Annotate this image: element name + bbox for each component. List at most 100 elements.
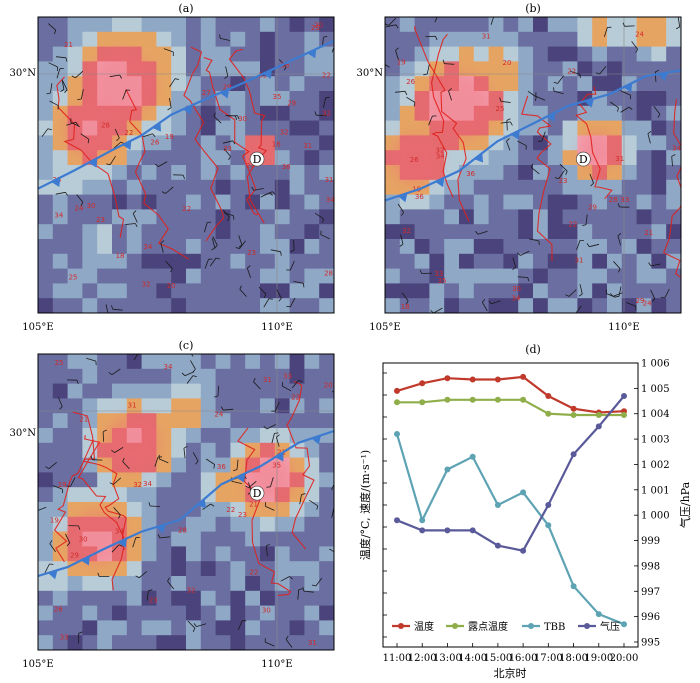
map-value-label: 24 (246, 162, 255, 170)
map-value-label: 32 (133, 481, 142, 489)
map-value-label: 24 (75, 205, 84, 213)
data-point (595, 423, 602, 430)
map-value-label: 29 (588, 204, 597, 212)
map-value-label: 33 (620, 196, 629, 204)
map-value-label: 36 (280, 62, 289, 70)
map-value-label: 33 (223, 145, 232, 153)
map-panel-c: 1921222122202519242123312628302923223034… (38, 354, 334, 650)
map-value-label: 22 (291, 394, 300, 402)
map-value-label: 23 (238, 511, 247, 519)
map-b-label: (b) (525, 2, 541, 15)
data-point (621, 393, 627, 399)
x-tick-label: 15:00 (483, 653, 512, 664)
map-value-label: 26 (410, 156, 419, 164)
front-triangle (51, 177, 61, 187)
x-tick-label: 11:00 (383, 653, 412, 664)
map-a-lon-left: 105°E (22, 322, 53, 333)
legend-label: 露点温度 (468, 620, 508, 633)
legend-marker (584, 623, 590, 629)
front-triangle (435, 177, 445, 188)
map-value-label: 19 (397, 59, 406, 67)
legend-marker (398, 623, 404, 629)
map-value-label: 32 (142, 280, 151, 288)
data-point (520, 373, 527, 380)
y-right-tick-label: 999 (641, 536, 660, 547)
map-value-label: 22 (226, 506, 235, 514)
legend-marker (452, 623, 458, 629)
map-value-label: 34 (672, 144, 681, 152)
map-c-label: (c) (179, 339, 194, 352)
data-point (419, 527, 426, 534)
data-point (469, 376, 476, 383)
map-value-label: 36 (217, 463, 226, 471)
map-value-label: 21 (64, 41, 73, 49)
map-value-label: 24 (214, 410, 223, 418)
data-point (595, 611, 602, 618)
y-left-axis-title: 温度/°C, 速度/(m·s⁻¹) (358, 450, 372, 560)
data-point (394, 399, 400, 406)
map-a-lon-right: 110°E (261, 322, 292, 333)
map-value-label: 23 (559, 177, 568, 185)
series-line-3 (396, 395, 625, 552)
map-value-label: 19 (165, 133, 174, 141)
map-value-label: 30 (262, 607, 271, 615)
x-axis-title: 北京时 (494, 666, 527, 680)
map-value-label: 29 (287, 100, 296, 108)
front-triangle (584, 98, 594, 108)
map-value-label: 18 (401, 303, 410, 311)
map-value-label: 34 (164, 363, 173, 371)
y-right-tick-label: 1 003 (641, 435, 670, 446)
y-right-tick-label: 1 000 (641, 511, 670, 522)
map-value-label: 30 (512, 285, 521, 293)
y-right-tick-label: 996 (641, 612, 660, 623)
series-line-2 (395, 433, 625, 626)
x-tick-label: 18:00 (559, 653, 588, 664)
y-right-tick-label: 1 002 (641, 460, 670, 471)
front-triangle (156, 524, 166, 534)
map-value-label: 27 (202, 89, 211, 97)
front-triangle (546, 112, 556, 122)
map-b-frame (384, 16, 682, 314)
front-triangle (80, 556, 90, 566)
map-value-label: 31 (325, 176, 334, 184)
map-value-label: 22 (182, 205, 191, 213)
map-a-frame (37, 16, 335, 314)
map-value-label: 34 (143, 243, 152, 251)
map-c-lon-left: 105°E (22, 659, 53, 670)
cold-front-line (38, 39, 334, 190)
front-triangle (262, 69, 272, 79)
map-value-label: 20 (167, 282, 176, 290)
map-value-label: 31 (303, 142, 312, 150)
y-right-tick-label: 1 006 (641, 359, 670, 370)
data-point (545, 393, 552, 399)
map-value-label: 35 (438, 277, 447, 285)
data-point (444, 375, 451, 382)
front-triangle (307, 48, 317, 59)
x-tick-label: 19:00 (584, 653, 613, 664)
map-value-label: 35 (258, 72, 267, 80)
map-value-label: 31 (482, 32, 491, 40)
front-triangle (474, 153, 484, 163)
data-point (494, 542, 501, 549)
series-line-0 (396, 375, 625, 414)
data-point (494, 376, 501, 383)
chart-legend: 温度 露点温度 TBB 气压 (392, 620, 620, 633)
line-chart-d: (d) 北京时 温度/°C, 速度/(m·s⁻¹) 气压/hPa 995 996 9… (358, 343, 692, 680)
front-triangle (623, 82, 633, 93)
map-value-label: 33 (60, 633, 69, 641)
y-right-tick-label: 998 (641, 561, 660, 572)
map-value-label: 19 (50, 516, 59, 524)
map-value-label: 28 (178, 526, 187, 534)
map-panel-a: 19 18 22 23 22 21 24 22 20 26 28 29 16 25 28 25 23 20 31 24… (38, 17, 335, 313)
map-b-lon-left: 105°E (369, 322, 400, 333)
series-line-1 (397, 398, 624, 417)
map-value-label: 23 (96, 216, 105, 224)
map-value-label: 32 (402, 227, 411, 235)
data-point (570, 405, 577, 412)
map-value-label: 34 (326, 196, 335, 204)
map-value-label: 25 (496, 105, 505, 113)
map-b-lon-right: 110°E (608, 322, 639, 333)
map-value-label: 22 (322, 72, 331, 80)
map-value-label: 31 (615, 155, 624, 163)
